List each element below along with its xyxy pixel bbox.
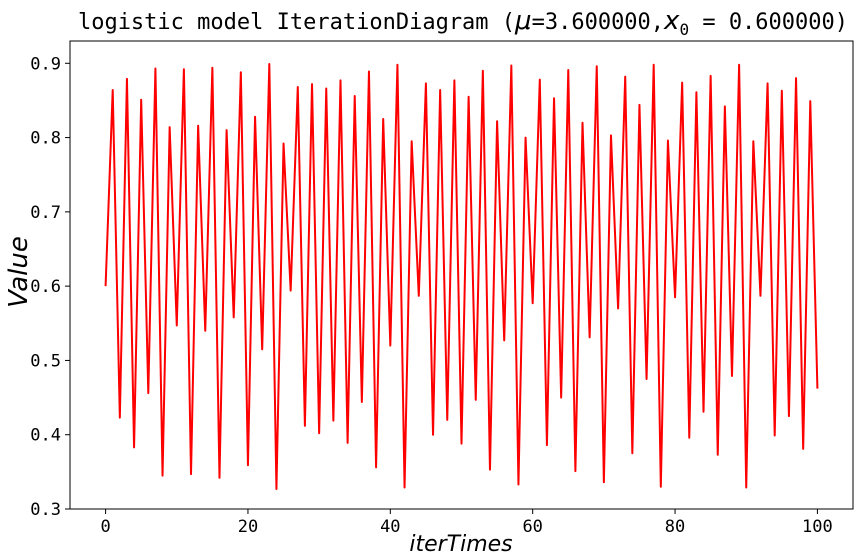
title-x-subscript: 0 (679, 20, 689, 39)
x-axis-ticks: 0 20 40 60 80 100 (100, 509, 833, 537)
series-line-0 (104, 63, 819, 490)
y-tick-label: 0.3 (30, 500, 61, 520)
title-x-symbol: x (663, 6, 680, 36)
title-x0-value: = 0.600000) (689, 10, 848, 35)
y-axis-ticks: 0.3 0.4 0.5 0.6 0.7 0.8 0.9 (30, 54, 70, 520)
x-tick-label: 40 (380, 517, 400, 537)
y-tick-label: 0.4 (30, 426, 61, 446)
x-tick-label: 80 (665, 517, 685, 537)
y-axis-label: Value (4, 236, 34, 308)
y-tick-label: 0.9 (30, 54, 61, 74)
y-tick-label: 0.7 (30, 203, 61, 223)
y-tick-label: 0.6 (30, 277, 61, 297)
y-tick-label: 0.5 (30, 351, 61, 371)
y-tick-label: 0.8 (30, 129, 61, 149)
x-tick-label: 60 (522, 517, 542, 537)
title-prefix: logistic model IterationDiagram ( (78, 10, 515, 35)
title-mu-symbol: μ (514, 6, 532, 36)
plot-frame (69, 40, 854, 510)
x-tick-label: 20 (238, 517, 258, 537)
x-tick-label: 0 (100, 517, 110, 537)
x-tick-label: 100 (802, 517, 833, 537)
plot-area (104, 63, 819, 490)
chart-title: logistic model IterationDiagram (μ=3.600… (78, 6, 848, 39)
x-axis-label: iterTimes (409, 532, 512, 557)
title-mu-value: =3.600000, (532, 10, 664, 35)
